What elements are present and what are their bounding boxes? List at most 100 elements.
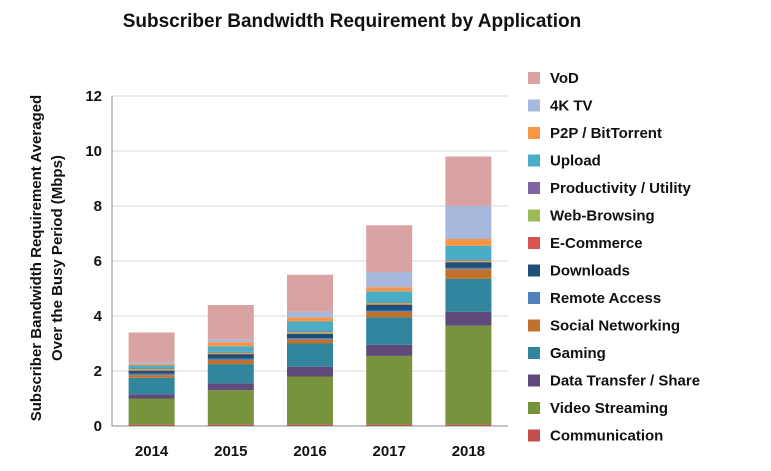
legend-swatch (528, 347, 540, 359)
y-axis-title-line: Subscriber Bandwidth Requirement Average… (28, 95, 45, 421)
legend-label: P2P / BitTorrent (550, 125, 662, 142)
legend-label: Upload (550, 153, 601, 170)
legend-swatch (528, 237, 540, 249)
bar-segment (207, 390, 254, 425)
legend-label: Data Transfer / Share (550, 373, 700, 390)
legend-label: Social Networking (550, 318, 680, 335)
chart-title: Subscriber Bandwidth Requirement by Appl… (123, 11, 582, 32)
bar-segment (128, 377, 175, 395)
y-axis-title-line: Over the Busy Period (Mbps) (49, 155, 66, 361)
bar-segment (366, 225, 413, 272)
bar-segment (287, 331, 333, 334)
bar-segment (445, 261, 492, 263)
bar-segment (445, 262, 492, 268)
bar-segment (128, 373, 175, 376)
y-tick-label: 10 (85, 143, 102, 160)
bars (128, 156, 492, 426)
y-tick-label: 4 (94, 308, 103, 325)
y-tick-label: 12 (85, 88, 102, 105)
bar-segment (287, 339, 333, 344)
bar-segment (128, 332, 175, 363)
bar-segment (287, 366, 333, 377)
legend-label: Video Streaming (550, 400, 668, 417)
legend-label: VoD (550, 70, 579, 87)
legend-swatch (528, 374, 540, 387)
bar-segment (366, 317, 413, 345)
bar-segment (366, 344, 413, 356)
bar-segment (445, 325, 492, 425)
legend-label: Gaming (550, 345, 606, 362)
legend-swatch (528, 292, 540, 304)
bar-segment (287, 343, 333, 367)
bar-segment (128, 364, 175, 366)
bar-segment (128, 368, 175, 370)
legend-label: Communication (550, 428, 663, 445)
bar-segment (128, 362, 175, 365)
bar-segment (445, 259, 492, 261)
x-tick-label: 2015 (214, 443, 247, 460)
bar-segment (445, 278, 492, 312)
legend: VoD 4K TV P2P / BitTorrent Upload Productivi… (528, 70, 700, 445)
x-tick-label: 2016 (293, 443, 326, 460)
bar-segment (287, 338, 333, 340)
bar-segment (207, 305, 254, 340)
bar-segment (128, 365, 175, 369)
y-tick-label: 6 (94, 253, 102, 270)
legend-swatch (528, 72, 540, 84)
bar-segment (287, 376, 333, 425)
bar-segment (287, 333, 333, 334)
bar-segment (445, 156, 492, 206)
bar-segment (445, 267, 492, 270)
x-axis-ticks: 2014 2015 2016 2017 2018 (135, 443, 485, 460)
bar-segment (366, 272, 413, 288)
bar-segment (207, 354, 254, 359)
bar-segment (207, 360, 254, 365)
y-axis-label: Subscriber Bandwidth Requirement Average… (28, 95, 66, 421)
x-tick-label: 2014 (135, 443, 169, 460)
bar-segment (287, 311, 333, 318)
legend-label: E-Commerce (550, 235, 643, 252)
legend-swatch (528, 182, 540, 194)
bar-segment (128, 375, 175, 378)
bar-segment (366, 355, 413, 425)
bar-segment (445, 260, 492, 262)
bar-segment (207, 346, 254, 352)
legend-swatch (528, 127, 540, 139)
bar-segment (445, 206, 492, 239)
bar-segment (366, 303, 413, 305)
bar-segment (128, 424, 175, 426)
bar-segment (366, 310, 413, 312)
legend-swatch (528, 402, 540, 414)
bar-segment (287, 424, 333, 426)
bar-segment (207, 353, 254, 355)
x-tick-label: 2017 (373, 443, 406, 460)
bar-segment (128, 394, 175, 399)
bar-segment (445, 424, 492, 426)
legend-label: Remote Access (550, 290, 661, 307)
legend-label: Productivity / Utility (550, 180, 692, 197)
bar-segment (445, 311, 492, 326)
bar-segment (366, 291, 413, 303)
bar-segment (207, 364, 254, 384)
bar-segment (445, 245, 492, 260)
bar-segment (445, 239, 492, 246)
y-tick-label: 0 (94, 418, 102, 435)
y-axis-ticks: 0 2 4 6 8 10 12 (85, 88, 102, 435)
bar-segment (128, 369, 175, 371)
bar-segment (128, 370, 175, 371)
bar-segment (366, 287, 413, 292)
bar-segment (287, 274, 333, 312)
bar-segment (366, 304, 413, 305)
bar-segment (128, 371, 175, 374)
bar-segment (207, 351, 254, 353)
bar-segment (207, 424, 254, 426)
y-tick-label: 2 (94, 363, 102, 380)
legend-label: 4K TV (550, 98, 593, 115)
bar-segment (287, 317, 333, 322)
bar-segment (366, 302, 413, 304)
bar-segment (128, 398, 175, 425)
legend-swatch (528, 429, 540, 442)
legend-label: Downloads (550, 263, 630, 280)
legend-swatch (528, 209, 540, 222)
